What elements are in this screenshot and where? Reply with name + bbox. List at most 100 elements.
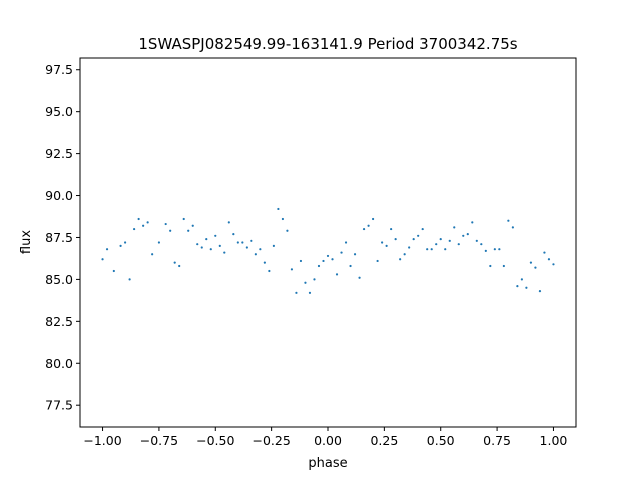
x-tick-label: −1.00 (83, 433, 121, 448)
data-point (484, 249, 487, 252)
data-point (304, 281, 307, 284)
data-point (227, 221, 230, 224)
data-point (182, 217, 185, 221)
data-point (196, 243, 199, 246)
data-point (466, 233, 469, 236)
data-point (146, 221, 149, 224)
data-point (367, 224, 370, 227)
data-point (462, 234, 465, 237)
data-point (421, 227, 424, 231)
x-tick-label: 0.25 (370, 433, 398, 448)
data-point (245, 246, 248, 249)
data-point (475, 239, 478, 242)
data-point (205, 238, 208, 241)
y-tick-label: 77.5 (45, 398, 73, 413)
data-point (349, 264, 352, 268)
data-point (322, 259, 325, 263)
data-point (439, 238, 442, 241)
data-point (362, 227, 366, 231)
x-tick-label: −0.75 (140, 433, 178, 448)
data-point (191, 224, 194, 227)
data-point (295, 291, 298, 294)
x-tick-label: −0.50 (196, 433, 234, 448)
data-point (493, 248, 496, 251)
data-point (412, 238, 415, 241)
y-tick-label: 82.5 (45, 314, 73, 329)
data-point (164, 222, 167, 226)
data-point (403, 253, 406, 256)
data-point (128, 278, 131, 281)
y-tick-label: 85.0 (45, 272, 73, 287)
x-tick-label: 0.50 (427, 433, 455, 448)
data-point (381, 241, 384, 244)
data-point (232, 233, 235, 236)
data-point (344, 241, 348, 244)
data-point (525, 286, 528, 289)
data-point (263, 261, 266, 264)
data-point (326, 254, 330, 258)
data-point (308, 291, 312, 294)
data-point (178, 264, 181, 268)
data-point (157, 241, 161, 244)
data-point (299, 259, 303, 263)
data-point (358, 276, 361, 279)
x-axis-label: phase (308, 456, 347, 471)
data-point (502, 264, 505, 268)
data-point (335, 273, 339, 276)
data-point (101, 258, 104, 261)
data-point (169, 229, 172, 232)
data-point (241, 241, 244, 244)
data-point (218, 244, 221, 247)
data-point (209, 248, 212, 251)
data-point (119, 244, 122, 247)
x-axis: −1.00 −0.75 −0.50 −0.25 0.00 0.25 0.50 0.75 1.00 (83, 427, 567, 448)
data-point (112, 269, 115, 273)
data-point (371, 217, 375, 221)
data-points (101, 207, 555, 294)
data-point (444, 248, 447, 251)
data-point (471, 221, 474, 224)
data-point (236, 241, 239, 244)
data-point (353, 253, 357, 256)
data-point (390, 227, 393, 231)
y-tick-label: 90.0 (45, 188, 73, 203)
data-point (340, 251, 343, 254)
y-tick-label: 80.0 (45, 356, 73, 371)
data-point (538, 290, 542, 293)
data-point (272, 244, 275, 247)
data-point (200, 246, 203, 249)
y-tick-label: 87.5 (45, 230, 73, 245)
data-point (277, 207, 280, 211)
data-point (173, 261, 176, 264)
data-point (259, 248, 262, 251)
data-point (281, 217, 285, 221)
data-point (385, 244, 388, 247)
data-point (534, 266, 537, 269)
data-point (448, 239, 451, 242)
data-point (142, 224, 145, 227)
y-tick-label: 95.0 (45, 104, 73, 119)
data-point (426, 248, 429, 251)
data-point (254, 253, 257, 256)
data-point (137, 217, 140, 221)
data-point (331, 258, 334, 261)
data-point (151, 253, 154, 256)
data-point (430, 248, 433, 251)
data-point (489, 264, 492, 268)
data-point (480, 243, 483, 246)
data-point (123, 241, 127, 244)
data-point (250, 239, 253, 242)
y-tick-label: 97.5 (45, 62, 73, 77)
data-point (511, 226, 514, 229)
data-point (290, 268, 294, 271)
data-point (105, 248, 109, 251)
data-point (408, 246, 411, 249)
data-point (552, 263, 555, 266)
data-point (268, 269, 271, 273)
data-point (394, 238, 397, 241)
data-point (317, 264, 321, 268)
data-point (435, 243, 438, 246)
